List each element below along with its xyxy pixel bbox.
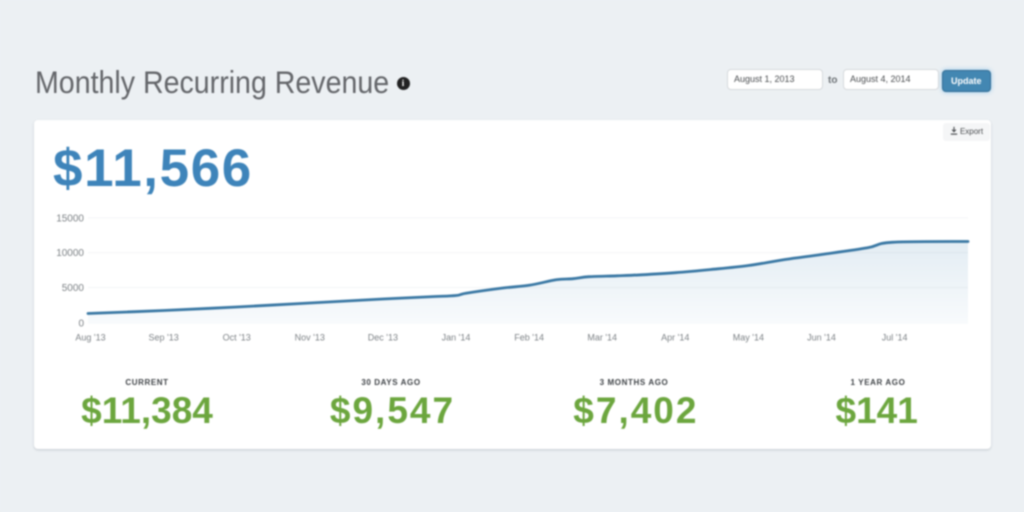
svg-text:Feb '14: Feb '14	[514, 333, 544, 343]
svg-text:Aug '13: Aug '13	[75, 333, 105, 343]
svg-text:Oct '13: Oct '13	[223, 333, 251, 343]
svg-text:0: 0	[78, 319, 84, 330]
svg-text:5000: 5000	[62, 283, 85, 294]
svg-text:10000: 10000	[56, 248, 84, 259]
svg-text:May '14: May '14	[733, 333, 764, 343]
svg-text:Apr '14: Apr '14	[661, 333, 689, 343]
svg-text:Jun '14: Jun '14	[807, 333, 836, 343]
svg-text:Nov '13: Nov '13	[295, 333, 325, 343]
svg-text:Mar '14: Mar '14	[587, 333, 617, 343]
svg-text:Jan '14: Jan '14	[442, 333, 471, 343]
svg-text:Dec '13: Dec '13	[368, 333, 398, 343]
svg-text:15000: 15000	[56, 214, 84, 225]
svg-text:Sep '13: Sep '13	[148, 333, 178, 343]
svg-text:Jul '14: Jul '14	[882, 333, 908, 343]
